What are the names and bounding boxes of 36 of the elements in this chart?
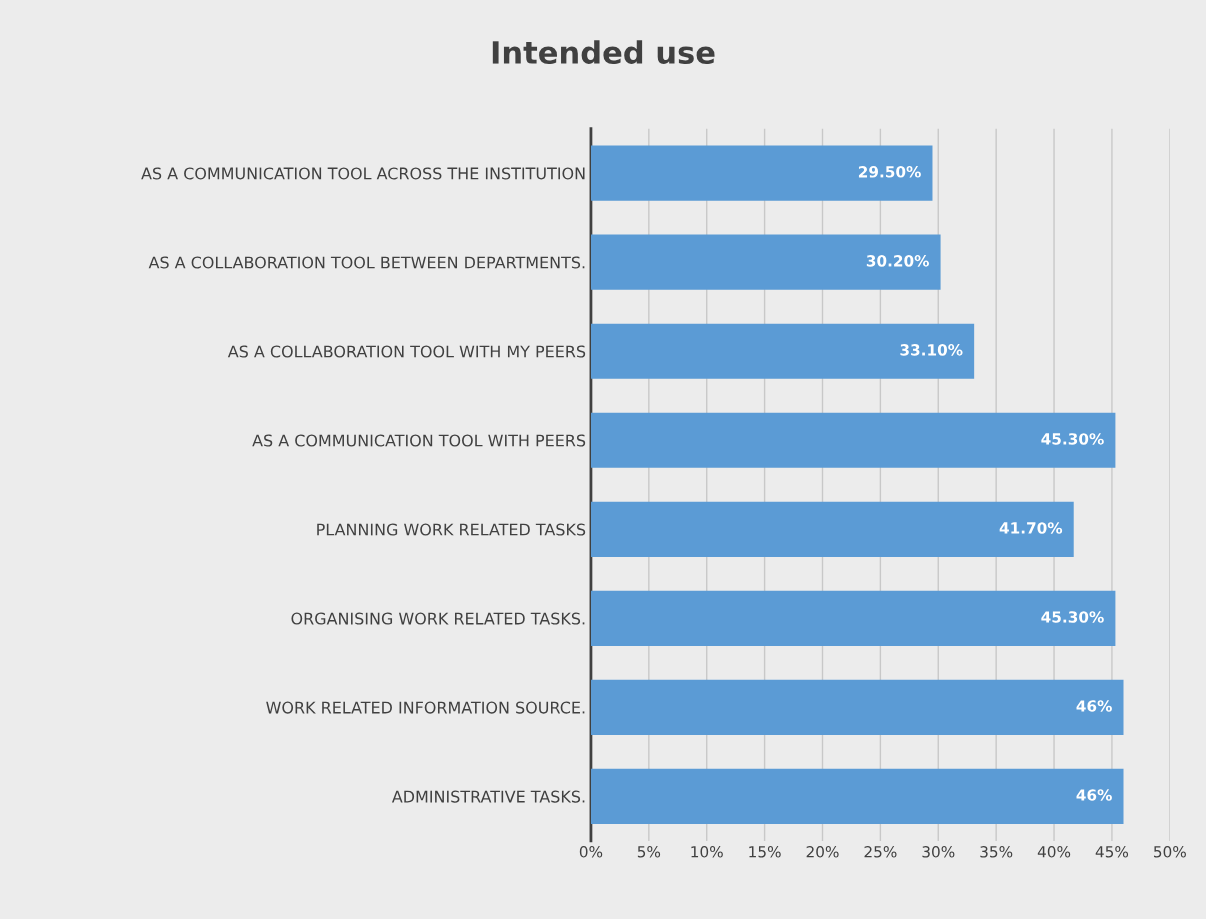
- data-label: 46%: [1076, 700, 1112, 712]
- x-tick-label: 30%: [922, 846, 955, 858]
- y-tick-label: ORGANISING WORK RELATED TASKS.: [291, 612, 585, 625]
- x-tick-label: 35%: [980, 846, 1013, 858]
- bar: [590, 145, 933, 201]
- bar: [590, 234, 941, 290]
- x-tick-label: 5%: [637, 846, 661, 858]
- y-tick-label: AS A COMMUNICATION TOOL WITH PEERS: [252, 434, 586, 447]
- chart-title: Intended use: [492, 40, 715, 65]
- y-tick-label: AS A COLLABORATION TOOL BETWEEN DEPARTMENTS.: [148, 256, 585, 269]
- x-tick-label: 15%: [749, 846, 781, 858]
- data-label: 46%: [1076, 789, 1112, 801]
- x-tick-label: 10%: [691, 846, 723, 858]
- x-tick-label: 50%: [1154, 846, 1186, 858]
- data-label: 29.50%: [858, 166, 921, 178]
- data-label: 45.30%: [1041, 611, 1104, 623]
- bar: [590, 590, 1116, 646]
- y-tick-label: AS A COLLABORATION TOOL WITH MY PEERS: [227, 345, 586, 358]
- bar: [590, 501, 1074, 557]
- y-tick-label: ADMINISTRATIVE TASKS.: [391, 790, 585, 803]
- data-label: 41.70%: [999, 522, 1063, 534]
- bar: [590, 679, 1124, 735]
- bar: [590, 768, 1124, 824]
- x-tick-label: 45%: [1095, 846, 1129, 858]
- x-tick-label: 20%: [806, 846, 839, 858]
- data-label: 45.30%: [1041, 433, 1104, 445]
- x-tick-label: 25%: [864, 846, 897, 858]
- y-tick-label: PLANNING WORK RELATED TASKS: [317, 523, 586, 536]
- y-tick-label: WORK RELATED INFORMATION SOURCE.: [266, 701, 585, 714]
- data-label: 33.10%: [900, 344, 963, 356]
- bar: [590, 323, 975, 379]
- x-tick-label: 40%: [1037, 846, 1071, 858]
- y-tick-label: AS A COMMUNICATION TOOL ACROSS THE INSTITUTION: [141, 167, 585, 180]
- data-label: 30.20%: [866, 255, 929, 267]
- bar: [590, 412, 1116, 468]
- x-tick-label: 0%: [579, 846, 603, 858]
